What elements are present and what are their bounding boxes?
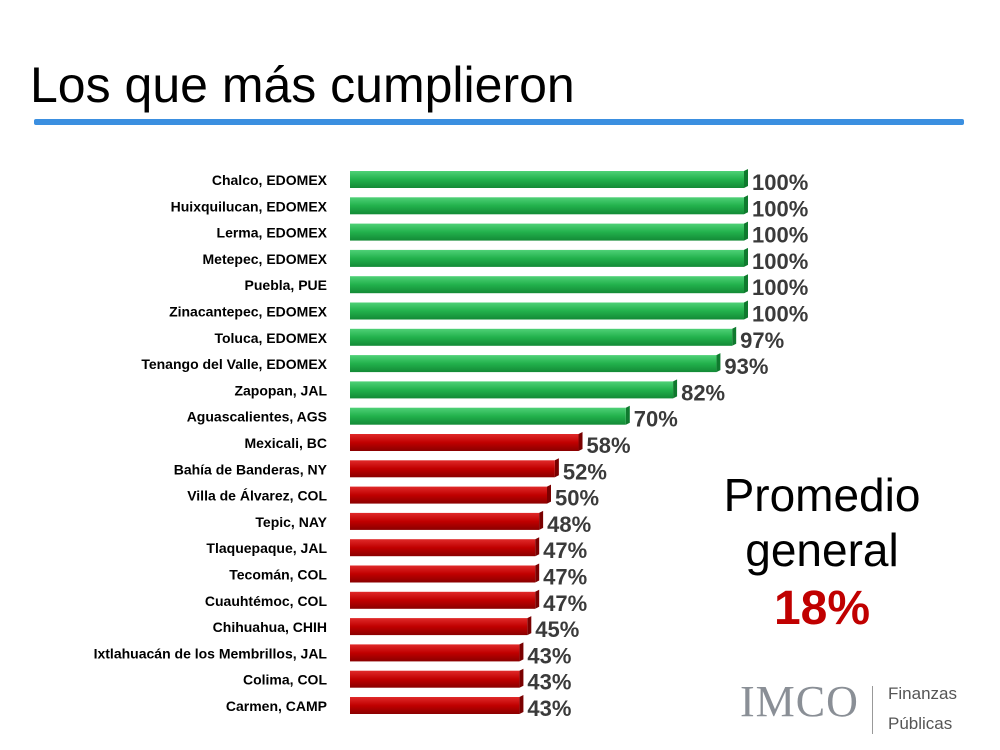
bar-side: [554, 458, 559, 478]
value-label: 100%: [752, 249, 808, 274]
bar-side: [539, 510, 544, 530]
category-label: Ixtlahuacán de los Membrillos, JAL: [94, 645, 328, 661]
category-label: Mexicali, BC: [245, 435, 327, 451]
title-underline: [34, 119, 964, 125]
category-label: Tlaquepaque, JAL: [206, 540, 327, 556]
category-label: Chalco, EDOMEX: [212, 172, 328, 188]
value-label: 47%: [543, 538, 587, 563]
bar: [350, 171, 744, 188]
category-label: Villa de Álvarez, COL: [187, 488, 327, 504]
bar-side: [744, 195, 748, 215]
bar-side: [519, 642, 524, 662]
bar-side: [535, 537, 540, 557]
bar: [350, 460, 555, 478]
bar: [350, 328, 733, 346]
bar: [350, 565, 536, 583]
category-label: Zinacantepec, EDOMEX: [169, 304, 328, 320]
bar: [350, 276, 744, 294]
category-label: Zapopan, JAL: [234, 382, 327, 398]
bar: [350, 434, 579, 451]
logo-mark: IMCO: [740, 677, 859, 726]
bar: [350, 512, 540, 530]
bar-side: [547, 484, 551, 504]
bar-side: [519, 668, 524, 688]
value-label: 43%: [527, 643, 571, 668]
category-label: Colima, COL: [243, 672, 327, 688]
value-label: 45%: [535, 617, 579, 642]
category-label: Puebla, PUE: [245, 277, 327, 293]
bar-side: [673, 379, 678, 399]
bar: [350, 697, 520, 714]
bar-side: [744, 247, 748, 267]
bar: [350, 381, 674, 399]
value-label: 93%: [724, 354, 768, 379]
category-label: Bahía de Banderas, NY: [174, 461, 328, 477]
bar-side: [716, 353, 721, 373]
value-label: 48%: [547, 512, 591, 537]
bars-group: Chalco, EDOMEX 100% Huixquilucan, EDOMEX 10…: [94, 169, 808, 721]
value-label: 47%: [543, 565, 587, 590]
category-label: Tecomán, COL: [229, 567, 327, 583]
category-label: Tenango del Valle, EDOMEX: [141, 356, 327, 372]
category-label: Lerma, EDOMEX: [217, 225, 328, 241]
bar-side: [744, 169, 748, 188]
category-label: Metepec, EDOMEX: [203, 251, 328, 267]
bar: [350, 670, 520, 688]
imco-logo: IMCO Finanzas Públicas: [740, 668, 980, 744]
value-label: 50%: [555, 486, 599, 511]
value-label: 47%: [543, 591, 587, 616]
value-label: 97%: [740, 328, 784, 353]
value-label: 100%: [752, 223, 808, 248]
average-label-line2: general: [745, 524, 899, 577]
value-label: 100%: [752, 302, 808, 327]
value-label: 52%: [563, 459, 607, 484]
bar-side: [578, 432, 583, 451]
value-label: 43%: [527, 696, 571, 721]
bar: [350, 302, 744, 320]
bar-side: [744, 274, 748, 294]
category-label: Aguascalientes, AGS: [187, 409, 327, 425]
category-label: Carmen, CAMP: [226, 698, 327, 714]
bar-side: [744, 300, 748, 320]
bar: [350, 407, 626, 425]
value-label: 82%: [681, 380, 725, 405]
bar: [350, 197, 744, 215]
value-label: 43%: [527, 670, 571, 695]
bar-side: [535, 589, 540, 609]
bar: [350, 618, 528, 636]
logo-divider: [872, 686, 873, 734]
logo-text-line1: Finanzas: [888, 684, 957, 703]
average-summary: Promedio general 18%: [700, 468, 944, 638]
bar-side: [732, 326, 737, 346]
category-label: Toluca, EDOMEX: [214, 330, 327, 346]
bar: [350, 355, 717, 373]
category-label: Chihuahua, CHIH: [213, 619, 327, 635]
category-label: Tepic, NAY: [255, 514, 327, 530]
logo-text-line2: Públicas: [888, 714, 953, 733]
bar-side: [535, 563, 540, 583]
bar: [350, 486, 547, 504]
bar-side: [744, 221, 748, 241]
bar-side: [625, 405, 630, 425]
average-value: 18%: [773, 582, 871, 636]
value-label: 100%: [752, 170, 808, 195]
bar: [350, 591, 536, 609]
bar: [350, 644, 520, 662]
value-label: 100%: [752, 196, 808, 221]
bar: [350, 223, 744, 241]
average-label-line1: Promedio: [723, 469, 921, 521]
category-label: Cuauhtémoc, COL: [205, 593, 328, 609]
value-label: 58%: [587, 433, 631, 458]
value-label: 70%: [634, 407, 678, 432]
bar: [350, 539, 536, 557]
bar-side: [527, 616, 532, 636]
value-label: 100%: [752, 275, 808, 300]
bar: [350, 249, 744, 267]
bar-side: [519, 695, 524, 714]
category-label: Huixquilucan, EDOMEX: [171, 198, 328, 214]
page-title: Los que más cumplieron: [30, 57, 575, 113]
